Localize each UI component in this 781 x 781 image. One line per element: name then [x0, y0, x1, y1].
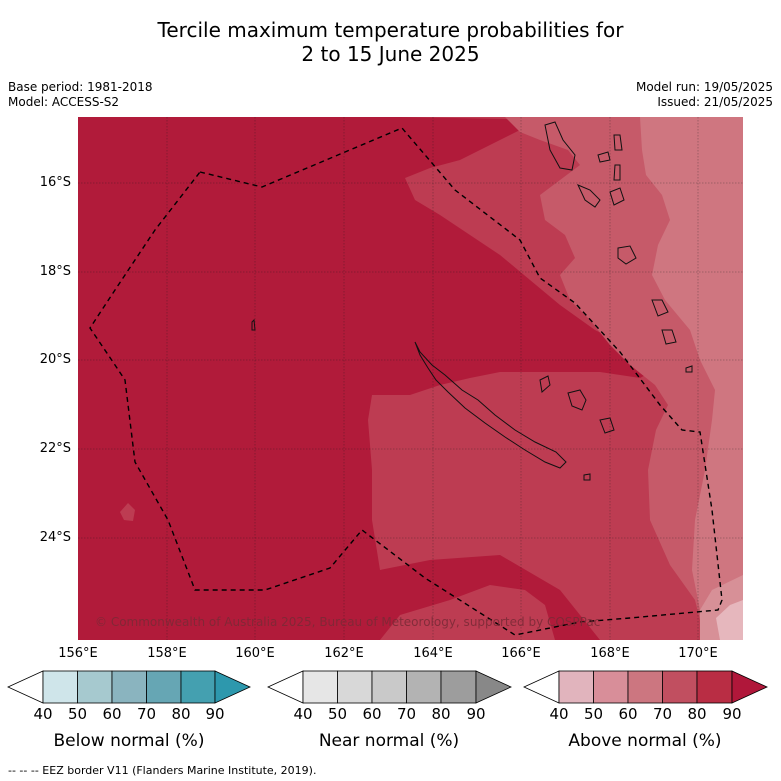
probability-field	[78, 117, 743, 640]
eez-footnote: -- -- -- EEZ border V11 (Flanders Marine…	[8, 764, 317, 777]
near-normal-label: Near normal (%)	[318, 731, 460, 751]
loyalty-islands	[539, 375, 615, 434]
isle-of-pines	[583, 473, 591, 481]
near-tick-70: 70	[396, 705, 417, 723]
colorbar-near-min	[267, 670, 304, 704]
colorbar-near-80	[440, 670, 477, 704]
field-60-east	[640, 117, 743, 640]
lat-label-24s: 24°S	[39, 530, 71, 545]
colorbar-near-40	[302, 670, 338, 704]
lon-label-166e: 166°E	[501, 646, 541, 661]
near-tick-60: 60	[362, 705, 382, 723]
vanuatu-espiritu-santo	[544, 121, 576, 171]
model-run: Model run: 19/05/2025	[635, 80, 773, 94]
vanuatu-efate	[609, 187, 625, 206]
colorbar-below-80	[180, 670, 216, 704]
near-tick-90: 90	[466, 705, 486, 723]
near-tick-50: 50	[327, 705, 348, 723]
colorbar-above-min	[523, 670, 560, 704]
colorbar-below-max	[214, 670, 251, 704]
meta-left: Base period: 1981-2018 Model: ACCESS-S2	[8, 80, 153, 110]
above-tick-90: 90	[722, 705, 742, 723]
land-outlines	[251, 121, 693, 481]
lat-label-22s: 22°S	[39, 441, 71, 456]
colorbar-above-40	[558, 670, 594, 704]
colorbar-above-80	[696, 670, 733, 704]
lon-label-168e: 168°E	[590, 646, 630, 661]
below-tick-60: 60	[102, 705, 122, 723]
colorbar-below-70	[146, 670, 182, 704]
colorbar-above-max	[731, 670, 768, 704]
vanuatu-north	[597, 134, 623, 181]
below-tick-80: 80	[171, 705, 191, 723]
below-normal-label: Below normal (%)	[53, 731, 205, 751]
issued-date: Issued: 21/05/2025	[657, 95, 773, 109]
below-tick-90: 90	[205, 705, 225, 723]
colorbar-near	[267, 670, 512, 704]
model-name: Model: ACCESS-S2	[8, 95, 120, 109]
lon-label-158e: 158°E	[147, 646, 187, 661]
colorbar-near-50	[337, 670, 373, 704]
lon-label-164e: 164°E	[413, 646, 453, 661]
above-tick-60: 60	[618, 705, 638, 723]
above-tick-70: 70	[652, 705, 673, 723]
lon-label-160e: 160°E	[235, 646, 275, 661]
lat-label-16s: 16°S	[39, 175, 71, 190]
gridlines	[78, 117, 743, 640]
colorbar-below-40	[42, 670, 78, 704]
above-normal-label: Above normal (%)	[568, 731, 722, 751]
copyright-notice: © Commonwealth of Australia 2025, Bureau…	[95, 615, 601, 629]
lat-label-18s: 18°S	[39, 264, 71, 279]
colorbar-below-60	[111, 670, 147, 704]
vanuatu-tanna	[651, 299, 669, 317]
matthew-hunter	[685, 365, 693, 373]
near-tick-80: 80	[431, 705, 451, 723]
base-period: Base period: 1981-2018	[8, 80, 153, 94]
lon-label-162e: 162°E	[324, 646, 364, 661]
colorbar-below	[7, 670, 251, 704]
field-80-southwest	[380, 585, 555, 640]
colorbar-below-50	[77, 670, 113, 704]
chesterfield-islets	[251, 318, 256, 331]
above-tick-80: 80	[687, 705, 707, 723]
field-40-southeast	[716, 600, 743, 640]
colorbar-above-70	[662, 670, 698, 704]
vanuatu-malekula	[577, 184, 601, 208]
colorbar-above-60	[627, 670, 663, 704]
colorbar-near-70	[406, 670, 442, 704]
title-line-1: Tercile maximum temperature probabilitie…	[157, 18, 624, 42]
lat-label-20s: 20°S	[39, 352, 71, 367]
eez-border	[89, 127, 723, 636]
above-tick-40: 40	[549, 705, 569, 723]
colorbar-near-max	[475, 670, 512, 704]
below-tick-70: 70	[136, 705, 157, 723]
title-line-2: 2 to 15 June 2025	[301, 42, 480, 66]
meta-right: Model run: 19/05/2025 Issued: 21/05/2025	[636, 80, 773, 110]
vanuatu-aneityum	[661, 329, 677, 345]
above-tick-50: 50	[583, 705, 604, 723]
below-tick-40: 40	[33, 705, 53, 723]
colorbar-below-min	[7, 670, 44, 704]
lon-label-156e: 156°E	[58, 646, 98, 661]
below-tick-50: 50	[67, 705, 88, 723]
colorbar-near-60	[371, 670, 407, 704]
near-tick-40: 40	[293, 705, 313, 723]
map-title: Tercile maximum temperature probabilitie…	[0, 18, 781, 66]
vanuatu-erromango	[617, 245, 637, 265]
lon-label-170e: 170°E	[678, 646, 718, 661]
colorbar-above	[523, 670, 768, 704]
colorbar-above-50	[593, 670, 629, 704]
field-80-patch	[120, 503, 135, 521]
new-caledonia-island	[414, 341, 567, 469]
